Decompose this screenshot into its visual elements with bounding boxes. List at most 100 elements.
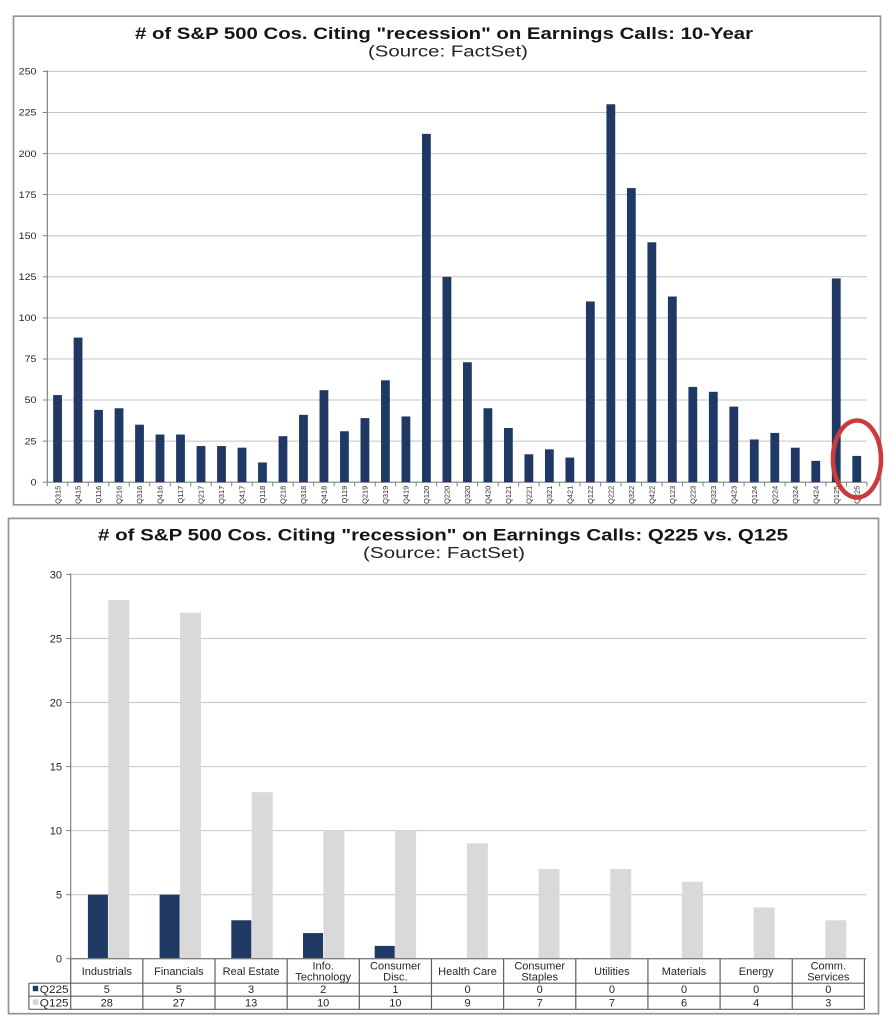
- svg-text:Q318: Q318: [299, 486, 308, 504]
- svg-text:Consumer: Consumer: [370, 961, 421, 973]
- svg-text:150: 150: [19, 231, 37, 241]
- svg-text:7: 7: [537, 997, 543, 1009]
- svg-text:225: 225: [19, 108, 37, 118]
- svg-text:Q321: Q321: [545, 486, 554, 504]
- svg-text:125: 125: [19, 272, 37, 282]
- svg-text:Q225: Q225: [852, 486, 861, 504]
- svg-text:25: 25: [50, 634, 62, 646]
- svg-text:10: 10: [317, 997, 329, 1009]
- svg-text:Comm.: Comm.: [811, 961, 846, 973]
- svg-text:# of S&P 500 Cos. Citing "rece: # of S&P 500 Cos. Citing "recession" on …: [135, 25, 754, 43]
- svg-text:2: 2: [320, 984, 326, 996]
- svg-text:Technology: Technology: [295, 972, 351, 984]
- svg-text:Q324: Q324: [791, 486, 800, 504]
- svg-text:175: 175: [19, 190, 37, 200]
- svg-text:7: 7: [609, 997, 615, 1009]
- svg-text:25: 25: [25, 436, 37, 446]
- svg-text:Q419: Q419: [402, 486, 411, 504]
- svg-text:Q416: Q416: [156, 486, 165, 504]
- svg-text:10: 10: [50, 826, 62, 838]
- svg-text:Q317: Q317: [217, 486, 226, 504]
- svg-text:Q224: Q224: [770, 486, 779, 504]
- svg-text:Utilities: Utilities: [594, 966, 630, 978]
- svg-text:Q320: Q320: [463, 486, 472, 504]
- svg-text:Q124: Q124: [750, 486, 759, 504]
- svg-text:Q122: Q122: [586, 486, 595, 504]
- svg-text:Info.: Info.: [312, 961, 333, 973]
- svg-text:(Source: FactSet): (Source: FactSet): [363, 545, 525, 562]
- svg-text:0: 0: [825, 984, 831, 996]
- svg-text:Energy: Energy: [739, 966, 774, 978]
- svg-text:100: 100: [19, 313, 37, 323]
- svg-text:0: 0: [537, 984, 543, 996]
- svg-text:9: 9: [464, 997, 470, 1009]
- svg-text:50: 50: [25, 395, 37, 405]
- svg-text:Disc.: Disc.: [383, 972, 407, 984]
- svg-text:4: 4: [753, 997, 759, 1009]
- svg-text:Financials: Financials: [154, 966, 204, 978]
- svg-text:27: 27: [173, 997, 185, 1009]
- svg-text:Q220: Q220: [443, 486, 452, 504]
- svg-text:15: 15: [50, 762, 62, 774]
- svg-text:Q116: Q116: [94, 486, 103, 504]
- svg-text:5: 5: [56, 890, 62, 902]
- svg-text:Q418: Q418: [320, 486, 329, 504]
- svg-text:Q424: Q424: [811, 486, 820, 504]
- svg-text:13: 13: [245, 997, 257, 1009]
- svg-text:Q423: Q423: [730, 486, 739, 504]
- svg-text:Consumer: Consumer: [514, 961, 565, 973]
- svg-text:Staples: Staples: [521, 972, 558, 984]
- svg-text:250: 250: [19, 67, 37, 77]
- svg-text:Q315: Q315: [53, 486, 62, 504]
- svg-text:Q117: Q117: [176, 486, 185, 504]
- svg-text:3: 3: [248, 984, 254, 996]
- svg-text:1: 1: [392, 984, 398, 996]
- svg-text:# of S&P 500 Cos. Citing "rece: # of S&P 500 Cos. Citing "recession" on …: [98, 526, 788, 544]
- svg-text:3: 3: [825, 997, 831, 1009]
- svg-text:0: 0: [464, 984, 470, 996]
- svg-text:Q420: Q420: [484, 486, 493, 504]
- svg-text:0: 0: [31, 477, 37, 487]
- svg-text:6: 6: [681, 997, 687, 1009]
- svg-text:Q125: Q125: [40, 997, 69, 1009]
- svg-text:Q125: Q125: [832, 486, 841, 504]
- svg-text:(Source: FactSet): (Source: FactSet): [368, 44, 528, 61]
- svg-text:Q223: Q223: [689, 486, 698, 504]
- svg-text:Q221: Q221: [525, 486, 534, 504]
- svg-text:5: 5: [176, 984, 182, 996]
- svg-text:Services: Services: [807, 972, 850, 984]
- svg-text:30: 30: [50, 569, 62, 581]
- svg-text:20: 20: [50, 698, 62, 710]
- svg-text:Q218: Q218: [279, 486, 288, 504]
- svg-text:10: 10: [389, 997, 401, 1009]
- svg-text:Q323: Q323: [709, 486, 718, 504]
- svg-text:Q118: Q118: [258, 486, 267, 504]
- svg-text:Q216: Q216: [115, 486, 124, 504]
- svg-text:Real Estate: Real Estate: [223, 966, 280, 978]
- svg-text:Q225: Q225: [40, 984, 69, 996]
- svg-text:Q121: Q121: [504, 486, 513, 504]
- svg-text:Q222: Q222: [607, 486, 616, 504]
- svg-text:Q123: Q123: [668, 486, 677, 504]
- svg-text:Industrials: Industrials: [82, 966, 133, 978]
- svg-text:Q219: Q219: [361, 486, 370, 504]
- svg-text:0: 0: [609, 984, 615, 996]
- svg-text:0: 0: [753, 984, 759, 996]
- svg-text:Q316: Q316: [135, 486, 144, 504]
- svg-text:Q417: Q417: [238, 486, 247, 504]
- svg-text:0: 0: [681, 984, 687, 996]
- svg-text:Q120: Q120: [422, 486, 431, 504]
- svg-text:5: 5: [104, 984, 110, 996]
- svg-text:Q119: Q119: [340, 486, 349, 504]
- svg-text:200: 200: [19, 149, 37, 159]
- svg-text:75: 75: [25, 354, 37, 364]
- svg-text:Q217: Q217: [197, 486, 206, 504]
- svg-text:Q421: Q421: [566, 486, 575, 504]
- svg-text:Materials: Materials: [662, 966, 707, 978]
- svg-text:Q319: Q319: [381, 486, 390, 504]
- svg-text:Q422: Q422: [648, 486, 657, 504]
- svg-text:Q322: Q322: [627, 486, 636, 504]
- svg-text:Health Care: Health Care: [438, 966, 497, 978]
- svg-text:Q415: Q415: [74, 486, 83, 504]
- svg-text:0: 0: [56, 954, 62, 966]
